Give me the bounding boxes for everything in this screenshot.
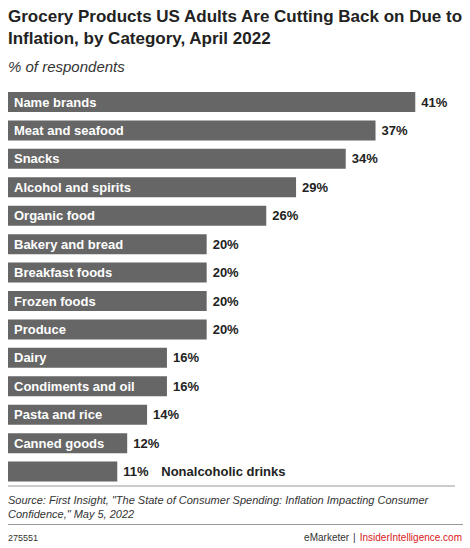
html-text:Grocery Products US Adults Are: Grocery Products US Adults Are Cutting B… (8, 7, 462, 48)
svg-text:Canned goods: Canned goods (14, 436, 104, 451)
svg-text:16%: 16% (173, 350, 199, 365)
svg-text:20%: 20% (213, 237, 239, 252)
svg-text:14%: 14% (153, 407, 179, 422)
html-text:275551: 275551 (8, 533, 38, 543)
svg-text:Dairy: Dairy (14, 350, 47, 365)
svg-text:Name brands: Name brands (14, 95, 96, 110)
svg-text:20%: 20% (213, 322, 239, 337)
svg-text:Breakfast foods: Breakfast foods (14, 265, 112, 280)
html-text:Source: First Insight, "The St: Source: First Insight, "The State of Con… (8, 494, 429, 520)
svg-text:16%: 16% (173, 379, 199, 394)
svg-text:Snacks: Snacks (14, 151, 60, 166)
svg-text:Nonalcoholic drinks: Nonalcoholic drinks (161, 464, 285, 479)
svg-text:41%: 41% (421, 95, 447, 110)
svg-text:Frozen foods: Frozen foods (14, 294, 96, 309)
svg-text:29%: 29% (302, 180, 328, 195)
svg-text:20%: 20% (213, 294, 239, 309)
svg-text:12%: 12% (133, 436, 159, 451)
svg-text:Produce: Produce (14, 322, 66, 337)
html-text:eMarketer | InsiderIntelligenc: eMarketer | InsiderIntelligence.com (304, 532, 462, 543)
svg-text:Alcohol and spirits: Alcohol and spirits (14, 180, 131, 195)
html-text:% of respondents: % of respondents (8, 58, 125, 75)
svg-text:Pasta and rice: Pasta and rice (14, 407, 102, 422)
svg-text:34%: 34% (352, 151, 378, 166)
svg-text:20%: 20% (213, 265, 239, 280)
svg-text:37%: 37% (382, 123, 408, 138)
svg-text:Condiments and oil: Condiments and oil (14, 379, 135, 394)
svg-text:Organic food: Organic food (14, 208, 95, 223)
svg-text:11%: 11% (123, 464, 149, 479)
svg-text:Bakery and bread: Bakery and bread (14, 237, 123, 252)
svg-text:26%: 26% (272, 208, 298, 223)
svg-text:Meat and seafood: Meat and seafood (14, 123, 124, 138)
